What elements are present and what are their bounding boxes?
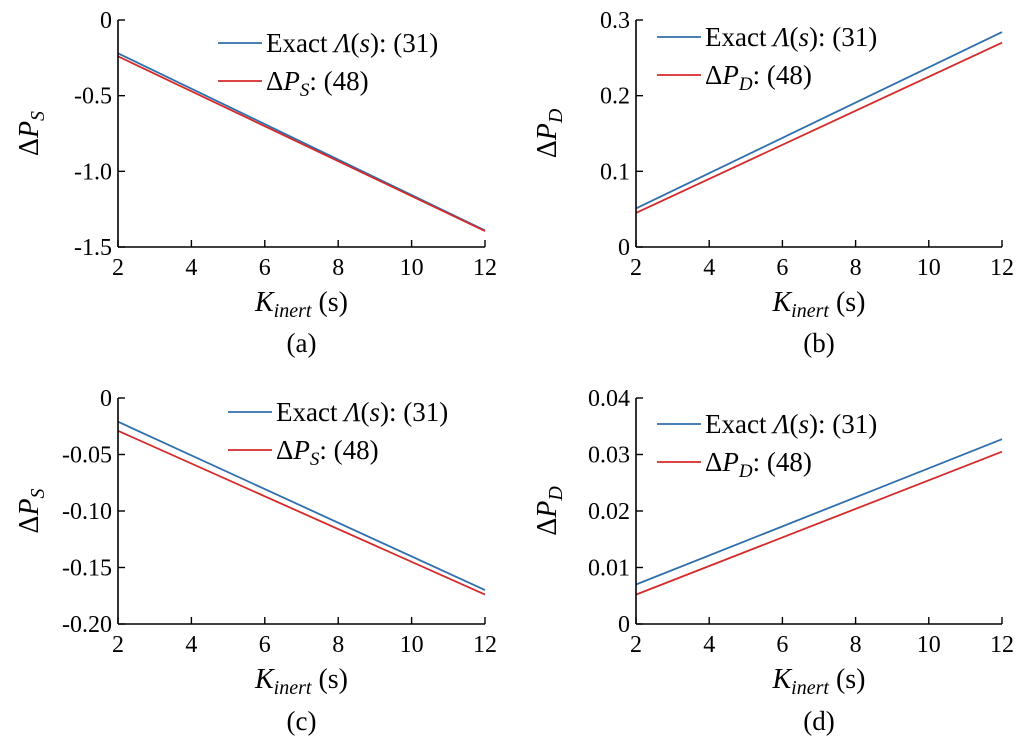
y-axis-title: ΔPS xyxy=(14,111,49,156)
x-axis-title: Kinert (s) xyxy=(254,287,348,322)
y-tick-label: 0.1 xyxy=(600,159,630,185)
y-tick-label: -0.5 xyxy=(74,84,112,110)
panel-c: 2 4 6 8 10 12 0 -0.05 -0.10 -0.15 -0.20 Kinert (s) Δ… xyxy=(14,386,497,736)
x-tick-label: 4 xyxy=(703,255,715,281)
x-tick-label: 2 xyxy=(630,632,642,658)
series-line-approx xyxy=(117,429,486,596)
x-tick-label: 6 xyxy=(259,255,271,281)
x-tick-label: 4 xyxy=(185,632,197,658)
series-line-exact xyxy=(635,438,1003,586)
x-tick-label: 2 xyxy=(112,255,124,281)
y-tick-label: 0.03 xyxy=(588,443,630,469)
x-tick-label: 10 xyxy=(400,632,424,658)
x-tick-label: 6 xyxy=(776,632,788,658)
x-tick-label: 12 xyxy=(990,632,1014,658)
legend-label: ΔPS: (48) xyxy=(266,66,369,101)
series-line-exact xyxy=(117,420,486,591)
x-tick-label: 6 xyxy=(776,255,788,281)
x-axis-title: Kinert (s) xyxy=(771,664,865,699)
series-line-approx xyxy=(635,450,1003,596)
y-tick-label: -0.10 xyxy=(62,499,112,525)
x-tick-label: 2 xyxy=(630,255,642,281)
x-tick-label: 10 xyxy=(400,255,424,281)
panel-caption: (c) xyxy=(287,706,317,736)
legend-label: Exact Λ(s): (31) xyxy=(705,22,877,52)
legend-label: Exact Λ(s): (31) xyxy=(266,28,438,58)
x-tick-label: 4 xyxy=(703,632,715,658)
y-tick-label: 0.3 xyxy=(600,8,630,34)
panel-d: 2 4 6 8 10 12 0 0.01 0.02 0.03 0.04 Kinert (s) ΔPD Ex… xyxy=(532,386,1014,736)
x-tick-label: 8 xyxy=(332,632,344,658)
series-line-exact xyxy=(117,52,486,232)
series-line-exact xyxy=(635,31,1003,210)
legend-label: Exact Λ(s): (31) xyxy=(276,397,448,427)
panel-caption: (d) xyxy=(803,706,834,736)
y-tick-label: 0.02 xyxy=(588,499,630,525)
series-line-approx xyxy=(117,55,486,232)
legend-label: ΔPD: (48) xyxy=(705,447,812,482)
y-tick-label: -0.05 xyxy=(62,443,112,469)
y-tick-label: 0 xyxy=(100,8,112,34)
y-tick-label: 0 xyxy=(618,235,630,261)
x-tick-label: 4 xyxy=(185,255,197,281)
y-axis-title: ΔPD xyxy=(532,108,567,158)
x-tick-label: 10 xyxy=(917,632,941,658)
x-tick-label: 12 xyxy=(473,255,497,281)
x-tick-label: 8 xyxy=(850,255,862,281)
legend-label: ΔPD: (48) xyxy=(705,60,812,95)
legend-label: Exact Λ(s): (31) xyxy=(705,409,877,439)
y-tick-label: 0 xyxy=(618,612,630,638)
y-tick-label: 0.01 xyxy=(588,556,630,582)
x-tick-label: 2 xyxy=(112,632,124,658)
y-tick-label: 0.04 xyxy=(588,386,630,412)
x-axis-title: Kinert (s) xyxy=(771,287,865,322)
x-tick-label: 10 xyxy=(917,255,941,281)
panel-a: 2 4 6 8 10 12 0 -0.5 -1.0 -1.5 Kinert (s) ΔPS Exact … xyxy=(14,8,497,358)
x-tick-label: 12 xyxy=(990,255,1014,281)
y-axis-title: ΔPD xyxy=(532,486,567,536)
x-tick-label: 12 xyxy=(473,632,497,658)
panel-caption: (a) xyxy=(287,328,317,358)
y-tick-label: -1.0 xyxy=(74,159,112,185)
panel-caption: (b) xyxy=(803,328,834,358)
legend-label: ΔPS: (48) xyxy=(276,435,379,470)
panel-b: 2 4 6 8 10 12 0 0.1 0.2 0.3 Kinert (s) ΔPD Exact Λ(s… xyxy=(532,8,1014,358)
x-tick-label: 8 xyxy=(850,632,862,658)
y-tick-label: -0.20 xyxy=(62,612,112,638)
y-tick-label: 0.2 xyxy=(600,84,630,110)
x-tick-label: 8 xyxy=(332,255,344,281)
x-tick-label: 6 xyxy=(259,632,271,658)
y-tick-label: -0.15 xyxy=(62,556,112,582)
y-tick-label: 0 xyxy=(100,386,112,412)
series-line-approx xyxy=(635,41,1003,214)
x-axis-title: Kinert (s) xyxy=(254,664,348,699)
y-tick-label: -1.5 xyxy=(74,235,112,261)
y-axis-title: ΔPS xyxy=(14,488,49,533)
